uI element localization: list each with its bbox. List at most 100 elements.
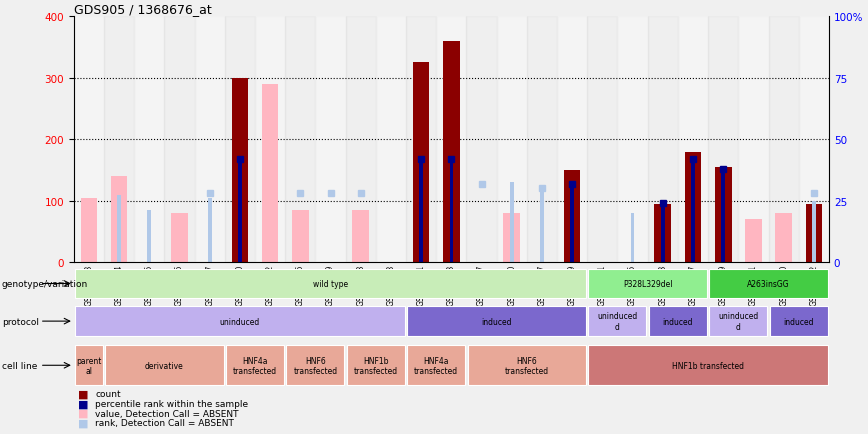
Text: P328L329del: P328L329del bbox=[623, 279, 673, 288]
Bar bbox=[770, 306, 828, 336]
Bar bbox=[345, 17, 376, 263]
Bar bbox=[709, 270, 828, 298]
Bar bbox=[510, 183, 514, 263]
Bar bbox=[527, 17, 557, 263]
Text: parent
al: parent al bbox=[76, 356, 102, 375]
Bar bbox=[419, 161, 423, 263]
Bar bbox=[654, 204, 671, 263]
Text: ■: ■ bbox=[78, 399, 89, 408]
Text: count: count bbox=[95, 390, 122, 398]
Bar bbox=[104, 17, 135, 263]
Bar bbox=[715, 168, 732, 263]
Bar bbox=[406, 17, 437, 263]
Bar bbox=[208, 198, 212, 263]
Text: HNF4a
transfected: HNF4a transfected bbox=[233, 356, 277, 375]
Bar bbox=[437, 17, 466, 263]
Bar bbox=[407, 345, 465, 385]
Text: uninduced
d: uninduced d bbox=[718, 312, 759, 331]
Bar bbox=[117, 195, 121, 263]
Text: cell line: cell line bbox=[2, 361, 37, 370]
Bar bbox=[812, 201, 816, 263]
Text: HNF6
transfected: HNF6 transfected bbox=[505, 356, 549, 375]
Bar bbox=[496, 17, 527, 263]
Bar bbox=[691, 161, 694, 263]
Bar bbox=[164, 17, 194, 263]
Bar bbox=[721, 171, 725, 263]
Bar bbox=[75, 345, 102, 385]
Text: induced: induced bbox=[662, 317, 694, 326]
Bar bbox=[799, 17, 829, 263]
Text: uninduced
d: uninduced d bbox=[597, 312, 638, 331]
Bar bbox=[557, 17, 588, 263]
Bar bbox=[443, 42, 460, 263]
Text: ■: ■ bbox=[78, 408, 89, 418]
Text: GDS905 / 1368676_at: GDS905 / 1368676_at bbox=[74, 3, 212, 16]
Text: rank, Detection Call = ABSENT: rank, Detection Call = ABSENT bbox=[95, 418, 234, 427]
Bar bbox=[238, 161, 241, 263]
Bar bbox=[75, 270, 586, 298]
Bar bbox=[685, 152, 701, 263]
Bar bbox=[226, 345, 284, 385]
Bar bbox=[617, 17, 648, 263]
Bar bbox=[135, 17, 164, 263]
Bar bbox=[450, 161, 453, 263]
Bar bbox=[262, 85, 279, 263]
Bar bbox=[225, 17, 255, 263]
Bar bbox=[194, 17, 225, 263]
Text: HNF1b
transfected: HNF1b transfected bbox=[354, 356, 398, 375]
Bar bbox=[540, 189, 543, 263]
Bar bbox=[286, 17, 315, 263]
Bar bbox=[768, 17, 799, 263]
Bar bbox=[255, 17, 286, 263]
Bar bbox=[708, 17, 739, 263]
Text: induced: induced bbox=[784, 317, 814, 326]
Text: percentile rank within the sample: percentile rank within the sample bbox=[95, 399, 248, 408]
Bar bbox=[466, 17, 496, 263]
Bar bbox=[589, 270, 707, 298]
Bar bbox=[286, 345, 345, 385]
Bar bbox=[74, 17, 104, 263]
Bar bbox=[661, 204, 665, 263]
Bar bbox=[407, 306, 586, 336]
Bar bbox=[806, 204, 822, 263]
Bar bbox=[775, 214, 792, 263]
Bar bbox=[589, 306, 647, 336]
Bar bbox=[347, 345, 404, 385]
Text: A263insGG: A263insGG bbox=[747, 279, 790, 288]
Bar bbox=[315, 17, 345, 263]
Text: uninduced: uninduced bbox=[220, 317, 260, 326]
Bar bbox=[503, 214, 520, 263]
Text: HNF1b transfected: HNF1b transfected bbox=[672, 361, 744, 370]
Text: derivative: derivative bbox=[145, 361, 184, 370]
Bar bbox=[709, 306, 767, 336]
Text: protocol: protocol bbox=[2, 317, 39, 326]
Bar bbox=[739, 17, 768, 263]
Bar bbox=[148, 210, 151, 263]
Text: HNF4a
transfected: HNF4a transfected bbox=[414, 356, 458, 375]
Bar bbox=[232, 79, 248, 263]
Bar bbox=[648, 17, 678, 263]
Text: wild type: wild type bbox=[313, 279, 348, 288]
Text: induced: induced bbox=[482, 317, 512, 326]
Bar bbox=[589, 345, 828, 385]
Bar bbox=[171, 214, 187, 263]
Text: ■: ■ bbox=[78, 389, 89, 399]
Bar bbox=[678, 17, 708, 263]
Bar bbox=[81, 198, 97, 263]
Bar bbox=[631, 214, 635, 263]
Bar bbox=[649, 306, 707, 336]
Text: HNF6
transfected: HNF6 transfected bbox=[293, 356, 338, 375]
Bar bbox=[570, 186, 574, 263]
Bar bbox=[564, 171, 581, 263]
Bar bbox=[292, 210, 309, 263]
Bar bbox=[745, 220, 762, 263]
Bar bbox=[468, 345, 586, 385]
Bar bbox=[413, 63, 430, 263]
Bar bbox=[588, 17, 617, 263]
Text: ■: ■ bbox=[78, 418, 89, 427]
Text: genotype/variation: genotype/variation bbox=[2, 279, 88, 288]
Bar bbox=[111, 177, 128, 263]
Bar bbox=[105, 345, 224, 385]
Text: value, Detection Call = ABSENT: value, Detection Call = ABSENT bbox=[95, 409, 239, 418]
Bar bbox=[352, 210, 369, 263]
